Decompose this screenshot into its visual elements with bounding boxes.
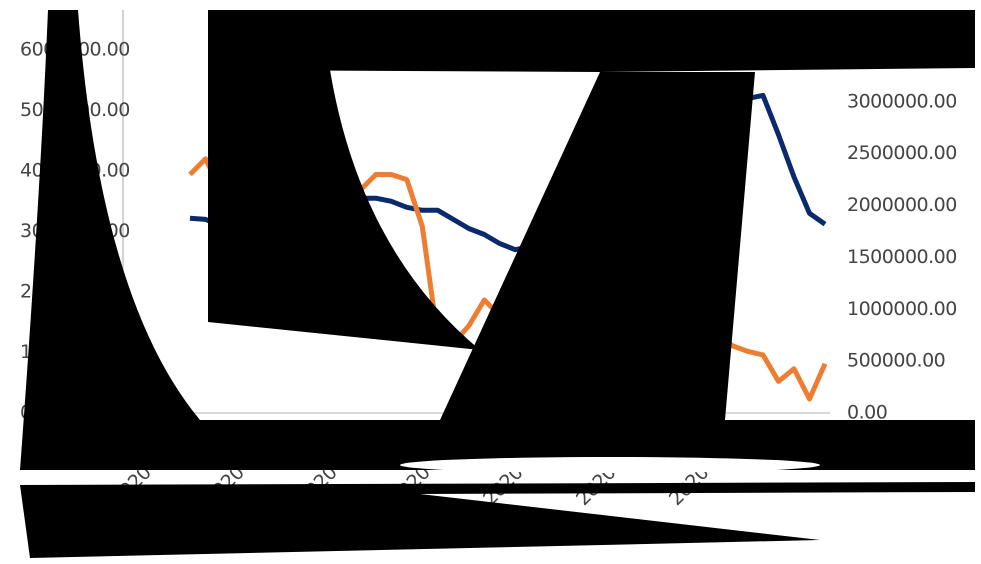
y2-tick-label: 0.00: [847, 402, 887, 424]
black-shape: [20, 482, 975, 558]
occlusion: [20, 10, 975, 558]
y2-tick-label: 500000.00: [847, 350, 945, 372]
white-shape: [400, 457, 820, 473]
black-shape: [440, 72, 755, 420]
y2-tick-label: 1000000.00: [847, 298, 957, 320]
y2-tick-label: 2000000.00: [847, 194, 957, 216]
black-shape: [20, 10, 975, 470]
black-shape: [208, 60, 480, 350]
y2-tick-label: 1500000.00: [847, 246, 957, 268]
y2-tick-label: 2500000.00: [847, 142, 957, 164]
black-shape: [208, 10, 975, 72]
y2-tick-label: 3000000.00: [847, 90, 957, 112]
